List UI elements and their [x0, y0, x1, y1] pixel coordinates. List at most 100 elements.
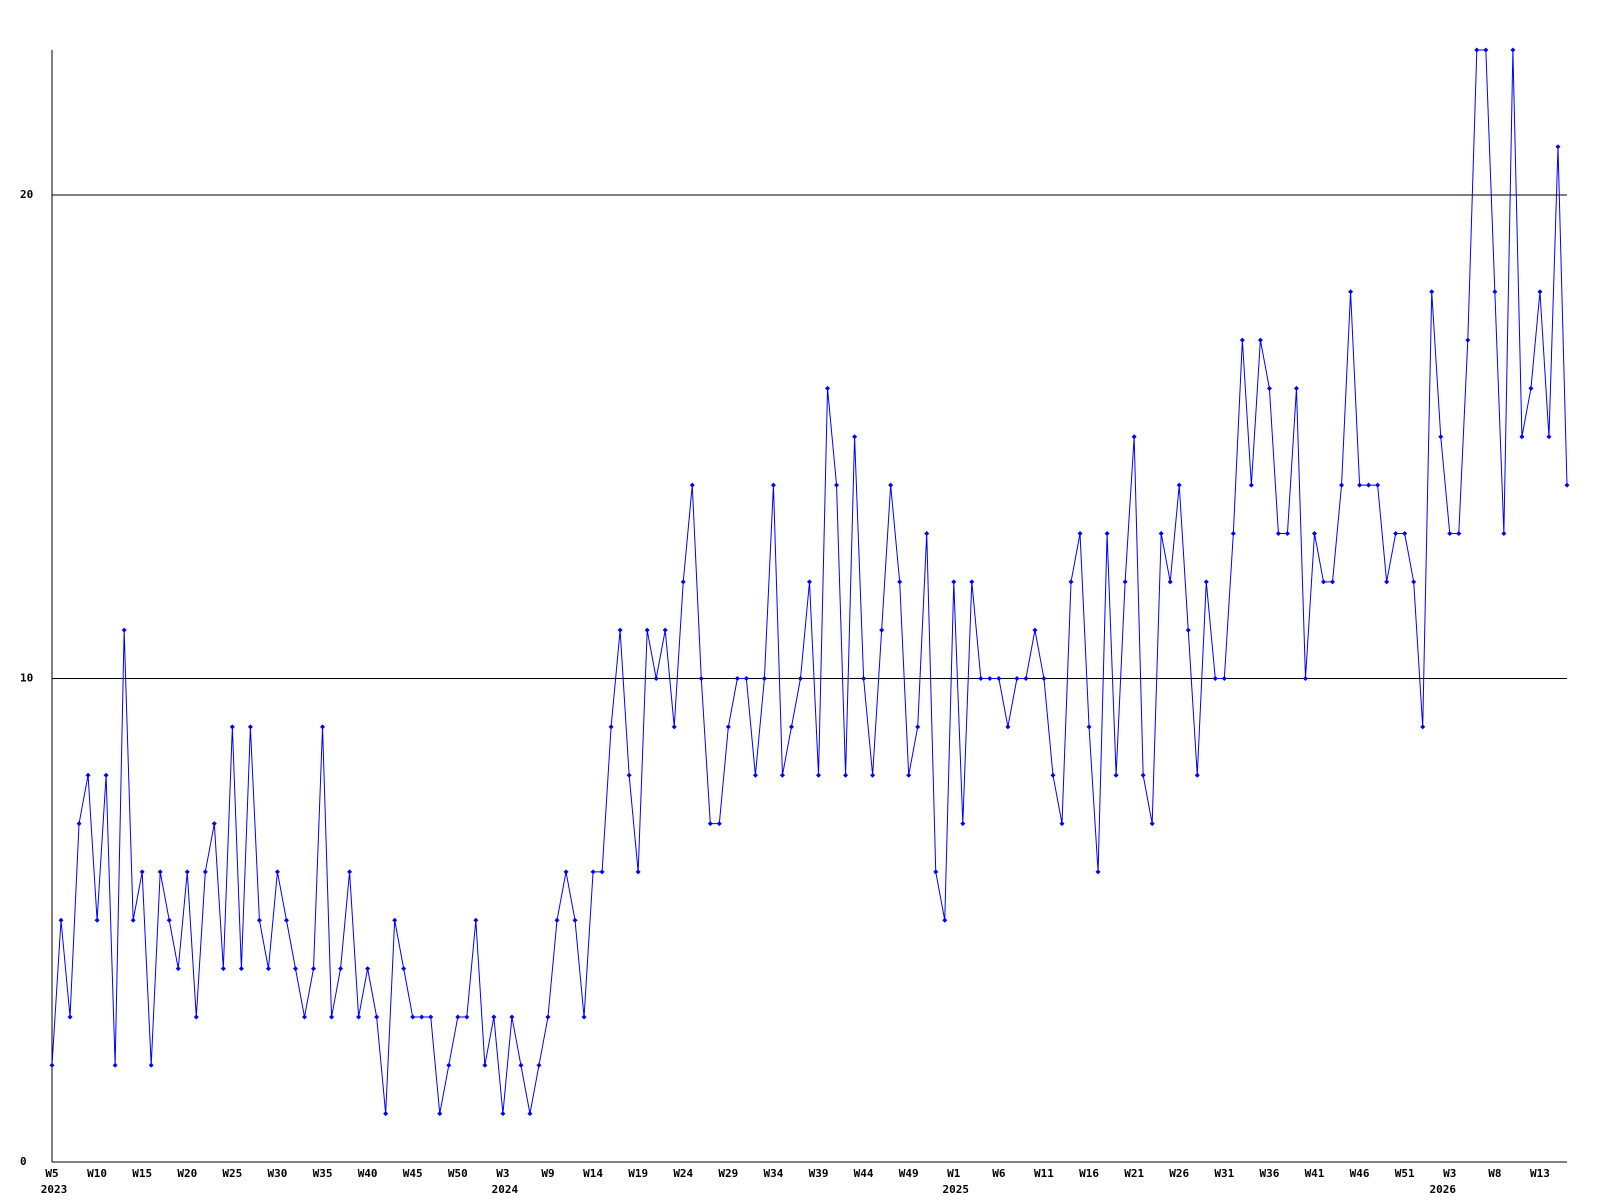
point-marker [1068, 579, 1074, 585]
point-marker [1158, 530, 1164, 536]
point-marker [644, 627, 650, 633]
point-marker [76, 821, 82, 827]
x-tick-label: W26 [1169, 1167, 1189, 1180]
x-tick-label: W21 [1124, 1167, 1144, 1180]
point-marker [311, 966, 317, 972]
x-tick-label: W5 [45, 1167, 58, 1180]
point-marker [554, 917, 560, 923]
point-marker [1330, 579, 1336, 585]
x-tick-label: W13 [1530, 1167, 1550, 1180]
point-marker [329, 1014, 335, 1020]
point-marker [1176, 482, 1182, 488]
point-marker [978, 676, 984, 682]
point-marker [374, 1014, 380, 1020]
point-marker [121, 627, 127, 633]
point-marker [473, 917, 479, 923]
point-marker [617, 627, 623, 633]
point-marker [1194, 772, 1200, 778]
x-tick-label: W36 [1259, 1167, 1279, 1180]
point-marker [761, 676, 767, 682]
x-tick-label: W35 [313, 1167, 333, 1180]
point-marker [112, 1062, 118, 1068]
point-marker [825, 385, 831, 391]
point-marker [1257, 337, 1263, 343]
point-marker [816, 772, 822, 778]
point-marker [1113, 772, 1119, 778]
point-marker [1438, 434, 1444, 440]
point-marker [1302, 676, 1308, 682]
point-marker [428, 1014, 434, 1020]
point-marker [1239, 337, 1245, 343]
x-tick-label: W15 [132, 1167, 152, 1180]
point-marker [1393, 530, 1399, 536]
x-tick-label: W50 [448, 1167, 468, 1180]
point-marker [211, 821, 217, 827]
point-marker [130, 917, 136, 923]
point-marker [915, 724, 921, 730]
point-marker [1005, 724, 1011, 730]
x-group-label: 2023 [41, 1183, 68, 1196]
point-marker [870, 772, 876, 778]
point-marker [157, 869, 163, 875]
point-marker [852, 434, 858, 440]
point-marker [509, 1014, 515, 1020]
point-marker [1104, 530, 1110, 536]
point-marker [1050, 772, 1056, 778]
point-marker [85, 772, 91, 778]
x-tick-label: W16 [1079, 1167, 1099, 1180]
point-marker [392, 917, 398, 923]
point-marker [924, 530, 930, 536]
point-marker [1420, 724, 1426, 730]
point-marker [1321, 579, 1327, 585]
point-marker [1501, 530, 1507, 536]
point-marker [1492, 289, 1498, 295]
point-marker [1528, 385, 1534, 391]
point-marker [1384, 579, 1390, 585]
point-marker [996, 676, 1002, 682]
x-tick-label: W25 [222, 1167, 242, 1180]
point-marker [1429, 289, 1435, 295]
point-marker [500, 1111, 506, 1117]
point-marker [1537, 289, 1543, 295]
point-marker [1312, 530, 1317, 536]
point-marker [482, 1062, 488, 1068]
x-tick-label: W8 [1488, 1167, 1501, 1180]
x-tick-label: W10 [87, 1167, 107, 1180]
point-marker [148, 1062, 154, 1068]
point-marker [933, 869, 939, 875]
point-marker [166, 917, 172, 923]
point-marker [410, 1014, 416, 1020]
point-marker [1375, 482, 1381, 488]
point-marker [906, 772, 912, 778]
point-marker [184, 869, 190, 875]
point-marker [599, 869, 605, 875]
point-marker [229, 724, 235, 730]
point-marker [1077, 530, 1083, 536]
point-marker [1348, 289, 1354, 295]
y-tick-label: 0 [20, 1155, 27, 1168]
point-marker [419, 1014, 425, 1020]
point-marker [1546, 434, 1552, 440]
point-marker [247, 724, 253, 730]
point-marker [563, 869, 569, 875]
point-marker [347, 869, 353, 875]
point-marker [1095, 869, 1101, 875]
x-tick-label: W39 [809, 1167, 829, 1180]
point-marker [464, 1014, 470, 1020]
point-marker [365, 966, 371, 972]
x-group-label: 2024 [492, 1183, 519, 1196]
point-marker [1339, 482, 1345, 488]
x-tick-label: W24 [673, 1167, 693, 1180]
point-marker [1266, 385, 1272, 391]
point-marker [1447, 530, 1453, 536]
x-tick-label: W45 [403, 1167, 423, 1180]
point-marker [455, 1014, 461, 1020]
x-tick-label: W1 [947, 1167, 961, 1180]
point-marker [1248, 482, 1254, 488]
point-marker [1212, 676, 1218, 682]
point-marker [671, 724, 677, 730]
point-marker [1555, 144, 1561, 150]
x-group-label: 2026 [1430, 1183, 1457, 1196]
point-marker [536, 1062, 542, 1068]
